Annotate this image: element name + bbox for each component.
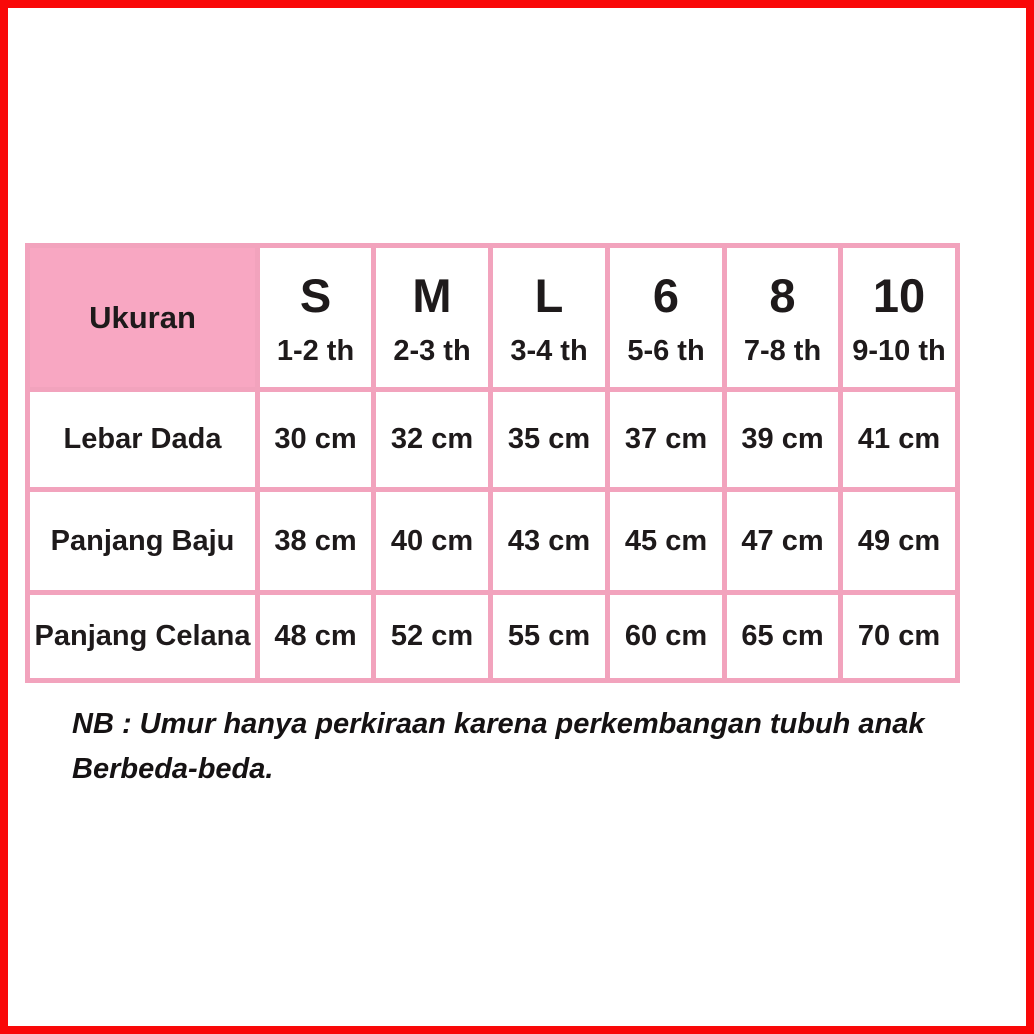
table-row-panjang-baju: Panjang Baju 38 cm 40 cm 43 cm 45 cm 47 … <box>25 487 960 595</box>
cell-value: 30 cm <box>274 423 357 455</box>
age-label: 3-4 th <box>510 335 588 367</box>
header-cell-s: S 1-2 th <box>255 243 376 392</box>
size-table: Ukuran S 1-2 th M 2-3 th L 3-4 th 6 5-6 … <box>25 243 960 683</box>
note: NB : Umur hanya perkiraan karena perkemb… <box>72 702 925 792</box>
age-label: 9-10 th <box>852 335 946 367</box>
cell-value: 38 cm <box>274 524 357 557</box>
age-label: 7-8 th <box>743 335 822 367</box>
row-label: Panjang Baju <box>50 524 235 557</box>
size-label: 10 <box>872 269 926 322</box>
header-cell-m: M 2-3 th <box>371 243 493 392</box>
cell-value: 49 cm <box>857 524 941 557</box>
size-label: S <box>299 269 332 322</box>
size-label: 6 <box>652 269 680 322</box>
age-label: 2-3 th <box>393 335 471 367</box>
row-label: Lebar Dada <box>63 423 222 455</box>
note-line2: Berbeda-beda. <box>72 753 274 785</box>
size-label: 8 <box>769 269 796 322</box>
cell-value: 47 cm <box>741 524 824 557</box>
size-label: M <box>412 269 452 322</box>
header-cell-8: 8 7-8 th <box>722 243 843 392</box>
cell-value: 35 cm <box>507 423 591 455</box>
note-line1: NB : Umur hanya perkiraan karena perkemb… <box>72 708 925 740</box>
cell-value: 65 cm <box>741 620 824 652</box>
cell-value: 55 cm <box>507 620 591 652</box>
table-row-lebar-dada: Lebar Dada 30 cm 32 cm 35 cm 37 cm 39 cm… <box>25 387 960 492</box>
cell-value: 52 cm <box>390 620 474 652</box>
ukuran-label: Ukuran <box>89 299 196 335</box>
table-header-row: Ukuran S 1-2 th M 2-3 th L 3-4 th 6 5-6 … <box>25 243 960 392</box>
cell-value: 41 cm <box>857 423 941 455</box>
cell-value: 43 cm <box>507 524 591 557</box>
header-cell-6: 6 5-6 th <box>605 243 727 392</box>
cell-value: 32 cm <box>390 423 474 455</box>
cell-value: 37 cm <box>624 423 708 455</box>
age-label: 5-6 th <box>627 335 705 367</box>
header-cell-l: L 3-4 th <box>488 243 610 392</box>
age-label: 1-2 th <box>276 335 355 367</box>
cell-value: 48 cm <box>274 620 357 652</box>
cell-value: 39 cm <box>741 423 824 455</box>
table-row-panjang-celana: Panjang Celana 48 cm 52 cm 55 cm 60 cm 6… <box>25 590 960 683</box>
cell-value: 40 cm <box>390 524 474 557</box>
row-label: Panjang Celana <box>34 620 251 652</box>
header-cell-10: 10 9-10 th <box>838 243 960 392</box>
cell-value: 45 cm <box>624 524 708 557</box>
header-cell-ukuran: Ukuran <box>25 243 260 392</box>
cell-value: 70 cm <box>857 620 941 652</box>
size-label: L <box>534 269 564 322</box>
cell-value: 60 cm <box>624 620 708 652</box>
